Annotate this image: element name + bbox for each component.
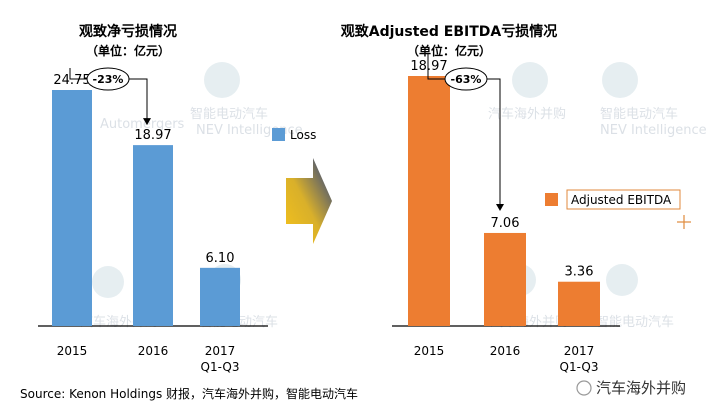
bar-2017-q1-q3	[558, 281, 600, 326]
watermark-text: NEV Intelligence	[600, 123, 707, 138]
watermark-logo-icon	[602, 62, 638, 98]
x-tick-label: 2015	[57, 344, 88, 358]
bar-2015	[52, 90, 92, 326]
bar-2016	[133, 145, 173, 326]
bar-2015	[408, 76, 450, 326]
watermark-text: 汽车海外并购	[488, 106, 566, 122]
legend-label: Loss	[290, 128, 316, 142]
legend-swatch	[545, 193, 558, 206]
bar-2016	[484, 232, 526, 326]
x-tick-label: 2016	[490, 344, 521, 358]
change-badge-ellipse	[444, 67, 488, 91]
watermark-text: 智能电动汽车	[600, 106, 678, 122]
change-arrowhead-icon	[496, 203, 504, 211]
watermark-logo-icon	[512, 62, 548, 98]
chart-title: 观致Adjusted EBITDA亏损情况	[341, 23, 558, 40]
legend-selection-box	[566, 189, 681, 210]
x-tick-label: 2016	[138, 344, 169, 358]
x-tick-label: 2017	[205, 344, 236, 358]
change-badge-text: -63%	[451, 73, 482, 86]
source-note: Source: Kenon Holdings 财报，汽车海外并购，智能电动汽车	[20, 386, 358, 401]
tick-label-group: 2015 2016 2017 Q1-Q3	[414, 344, 599, 374]
change-badge-text: -23%	[93, 73, 124, 86]
x-tick-label: Q1-Q3	[560, 360, 599, 374]
value-label: 6.10	[206, 251, 235, 266]
transition-arrow-icon	[286, 158, 332, 244]
wechat-logo-icon	[576, 380, 592, 396]
value-label: 7.06	[491, 216, 520, 231]
value-label: 24.75	[53, 73, 90, 88]
change-badge: -63%	[444, 67, 488, 91]
chart-subtitle: （单位：亿元）	[407, 43, 491, 58]
bar-group	[52, 90, 240, 326]
legend-label: Adjusted EBITDA	[571, 193, 672, 207]
value-label-group: 24.75 18.97 6.10	[53, 73, 234, 266]
watermark-logo-icon	[204, 62, 240, 98]
chart-subtitle: （单位：亿元）	[86, 43, 170, 58]
legend: Adjusted EBITDA	[545, 189, 691, 229]
watermark-text: 智能电动汽车	[190, 106, 268, 122]
change-badge: -23%	[86, 67, 130, 91]
bar-group	[408, 76, 600, 326]
value-label: 18.97	[410, 59, 447, 74]
brand-name: 汽车海外并购	[596, 379, 686, 397]
tick-label-group: 2015 2016 2017 Q1-Q3	[57, 344, 240, 374]
value-label: 18.97	[134, 128, 171, 143]
x-tick-label: Q1-Q3	[201, 360, 240, 374]
watermark-text: 智能电动汽车	[596, 314, 674, 330]
bar-2017-q1-q3	[200, 267, 240, 326]
value-label: 3.36	[565, 265, 594, 280]
watermark-logo-icon	[92, 266, 124, 298]
change-badge-ellipse	[86, 67, 130, 91]
watermark-logo-icon	[606, 264, 638, 296]
legend-swatch	[272, 128, 285, 141]
watermark-text: Automergers	[100, 117, 185, 132]
adjusted-ebitda-chart: 观致Adjusted EBITDA亏损情况 （单位：亿元） 18.97 7.06 3…	[341, 23, 691, 374]
change-arrowhead-icon	[143, 118, 151, 126]
chart-title: 观致净亏损情况	[79, 23, 177, 40]
x-tick-label: 2017	[564, 344, 595, 358]
brand-mark: 汽车海外并购	[576, 379, 686, 397]
value-label-group: 18.97 7.06 3.36	[410, 59, 593, 280]
watermark-text: NEV Intelligence	[196, 123, 303, 138]
x-tick-label: 2015	[414, 344, 445, 358]
move-cursor-icon	[677, 215, 691, 229]
legend: Loss	[272, 128, 316, 142]
